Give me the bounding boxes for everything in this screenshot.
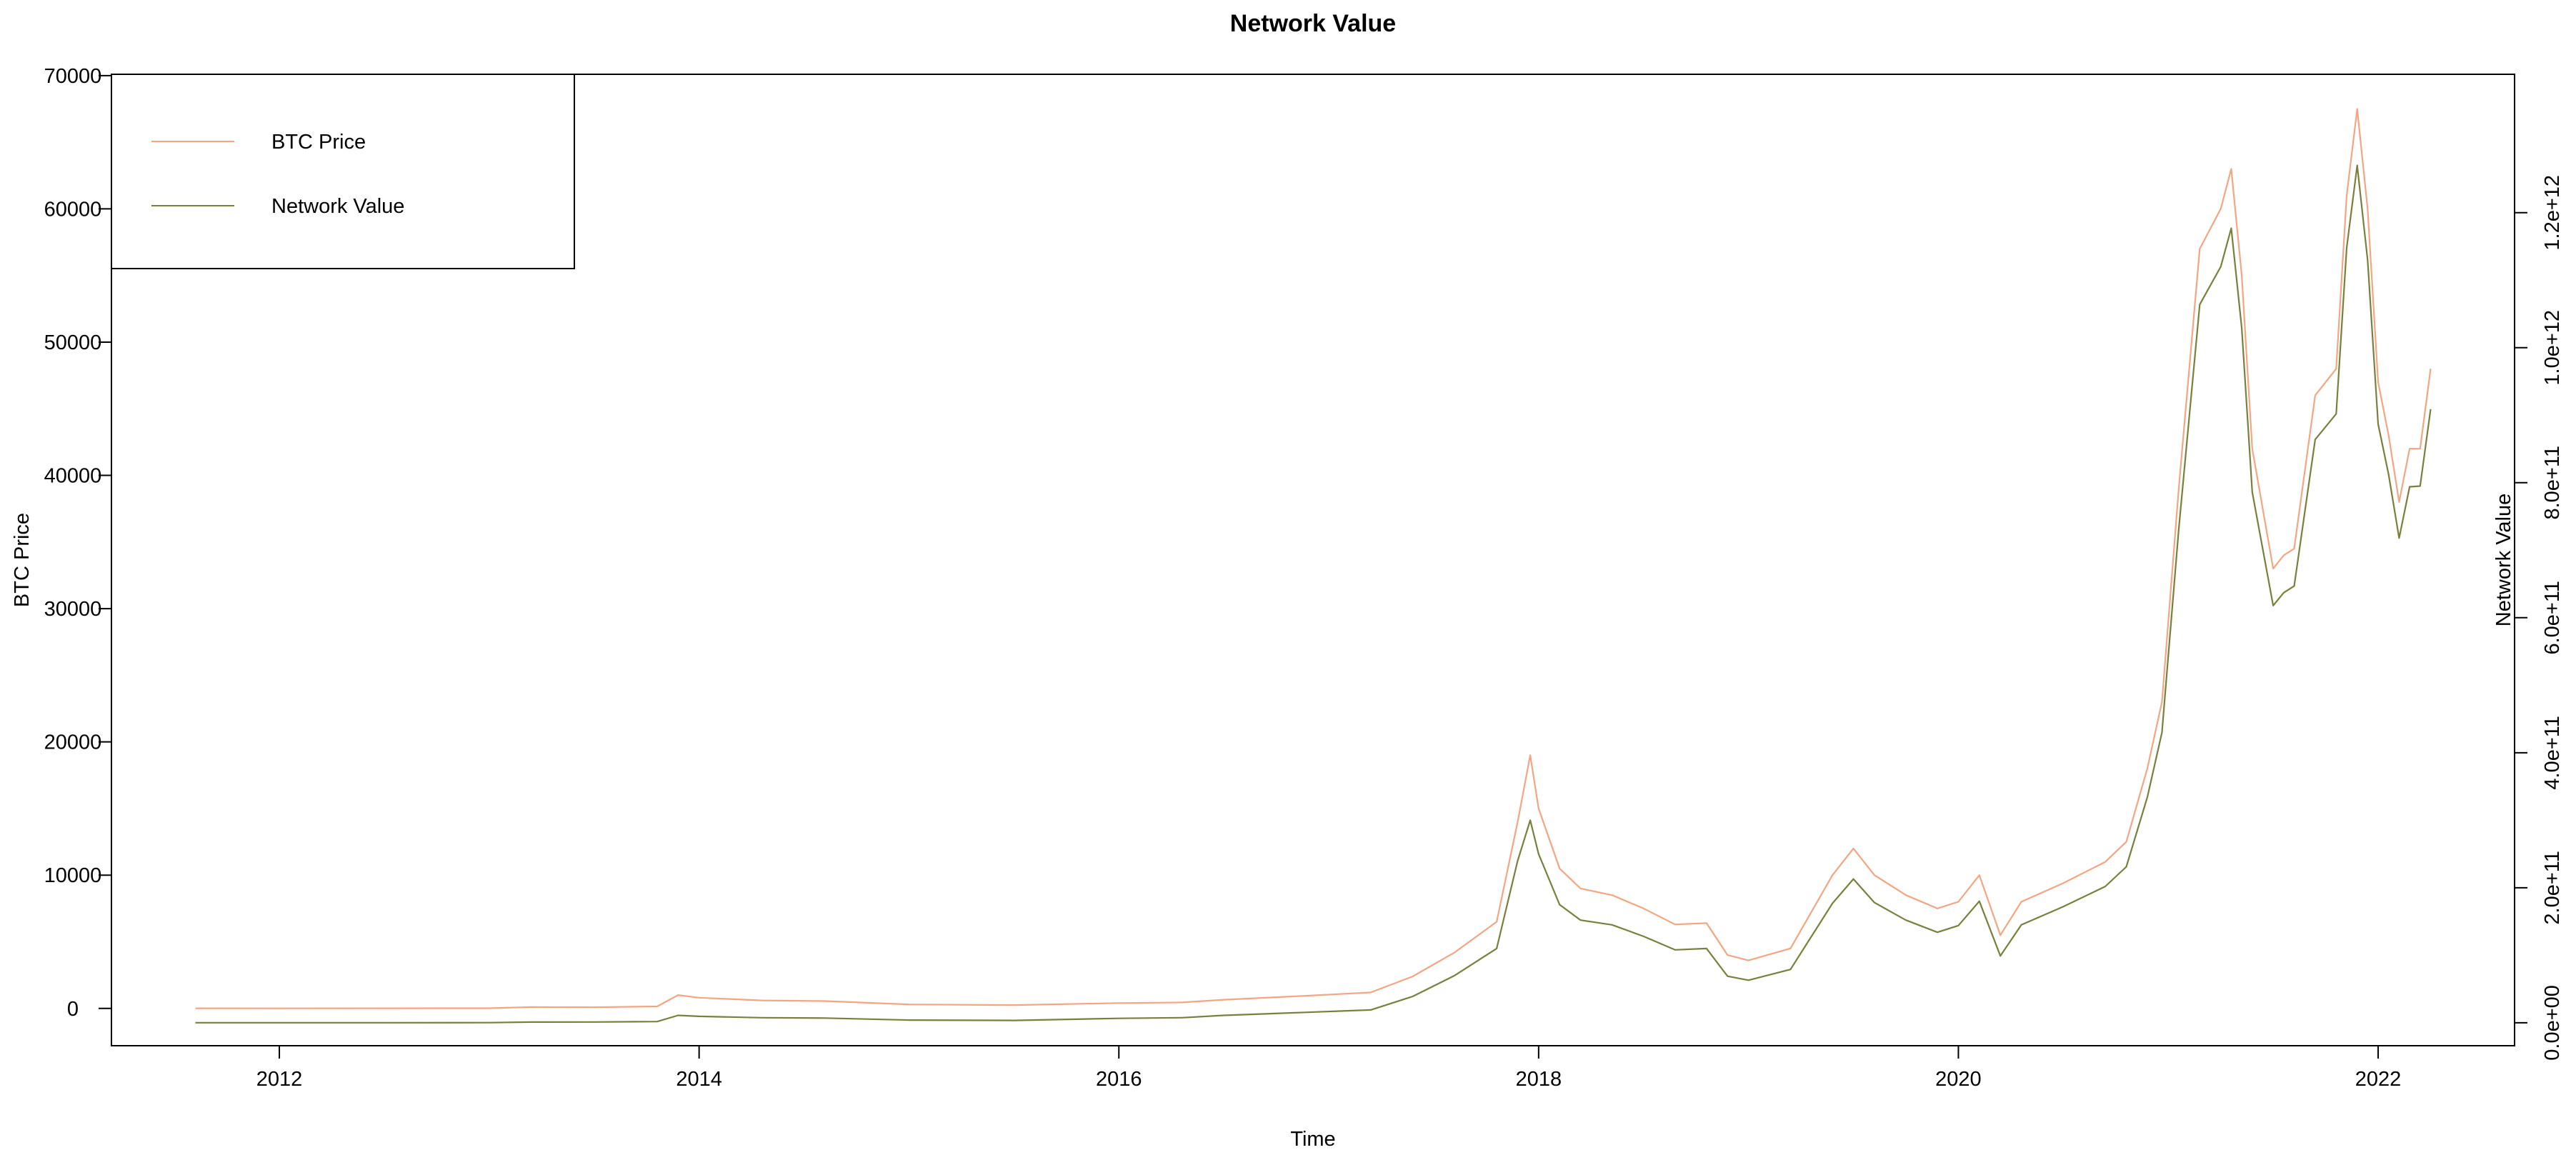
x-tick-label: 2012 xyxy=(256,1068,303,1091)
y2-tick-label: 4.0e+11 xyxy=(2541,716,2564,789)
y-tick-label: 40000 xyxy=(44,465,102,488)
legend-box xyxy=(111,74,575,269)
y-tick-label: 0 xyxy=(67,998,79,1021)
y-axis-right: 0.0e+00 2.0e+11 4.0e+11 6.0e+11 8.0e+11 1.0e+… xyxy=(2515,175,2564,1061)
x-tick-label: 2018 xyxy=(1516,1068,1562,1091)
x-tick-label: 2020 xyxy=(1935,1068,1982,1091)
x-axis-label: Time xyxy=(1290,1128,1335,1151)
y-axis-left: 0 10000 20000 30000 40000 50000 60000 70000 xyxy=(44,65,111,1021)
y-tick-label: 30000 xyxy=(44,598,102,621)
x-tick-label: 2022 xyxy=(2355,1068,2402,1091)
y-tick-label: 20000 xyxy=(44,731,102,754)
x-axis: 2012 2014 2016 2018 2020 2022 xyxy=(256,1046,2402,1091)
plot-frame xyxy=(111,74,2515,1046)
y2-tick-label: 0.0e+00 xyxy=(2541,985,2564,1061)
y2-tick-label: 1.2e+12 xyxy=(2541,175,2564,251)
legend-label-network-value: Network Value xyxy=(271,195,404,218)
y2-tick-label: 2.0e+11 xyxy=(2541,851,2564,924)
x-tick-label: 2016 xyxy=(1096,1068,1142,1091)
y2-tick-label: 1.0e+12 xyxy=(2541,310,2564,386)
legend-label-btc-price: BTC Price xyxy=(271,131,366,154)
y2-tick-label: 6.0e+11 xyxy=(2541,581,2564,654)
x-tick-label: 2014 xyxy=(676,1068,722,1091)
y2-tick-label: 8.0e+11 xyxy=(2541,446,2564,519)
y-tick-label: 10000 xyxy=(44,864,102,887)
y-tick-label: 50000 xyxy=(44,331,102,354)
series-line-network-value xyxy=(195,164,2432,1024)
y-axis-label: BTC Price xyxy=(11,513,34,607)
y-tick-label: 60000 xyxy=(44,198,102,221)
series-layer xyxy=(195,108,2432,1024)
series-line-btc-price xyxy=(195,108,2432,1009)
chart-title: Network Value xyxy=(1230,10,1396,37)
y-tick-label: 70000 xyxy=(44,65,102,88)
legend: BTC Price Network Value xyxy=(111,74,575,269)
y2-axis-label: Network Value xyxy=(2492,494,2515,626)
